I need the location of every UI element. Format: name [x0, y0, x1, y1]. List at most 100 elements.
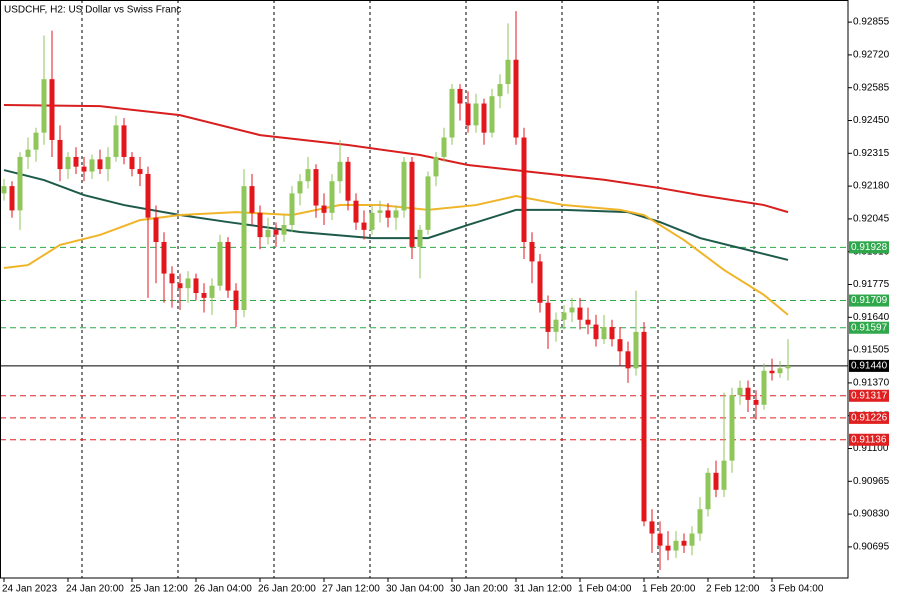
candle-body — [633, 331, 639, 369]
x-tick-label: 26 Jan 04:00 — [194, 584, 252, 595]
candle-body — [449, 88, 455, 138]
candle-body — [49, 79, 55, 140]
level-label-box — [849, 389, 889, 402]
candle-body — [241, 186, 247, 311]
level-label: 0.91226 — [851, 413, 888, 424]
candle-body — [737, 387, 743, 396]
y-tick-label: 0.90695 — [853, 542, 890, 553]
x-tick-label: 25 Jan 12:00 — [130, 584, 188, 595]
moving-average — [3, 103, 789, 214]
candle-body — [305, 169, 311, 182]
candle-body — [577, 307, 583, 320]
candle-body — [425, 176, 431, 230]
y-tick-label: 0.90965 — [853, 476, 890, 487]
candle-body — [137, 169, 143, 174]
candle-body — [761, 370, 767, 405]
y-tick-label: 0.92720 — [853, 50, 890, 61]
candle-body — [33, 132, 39, 150]
candle-body — [25, 149, 31, 157]
candle-body — [217, 241, 223, 286]
candle-body — [713, 472, 719, 490]
candle-body — [393, 210, 399, 218]
x-tick-label: 24 Jan 20:00 — [66, 584, 124, 595]
candle-body — [41, 79, 47, 133]
candle-body — [617, 339, 623, 352]
candle-body — [233, 290, 239, 311]
candle-body — [409, 161, 415, 247]
level-label: 0.91709 — [851, 295, 888, 306]
level-labels: 0.91928 0.91709 0.91597 0.91440 0.91317 0.912… — [849, 241, 889, 446]
level-label-box — [849, 359, 889, 372]
candle-body — [665, 545, 671, 551]
candle-body — [521, 137, 527, 242]
candle-body — [105, 156, 111, 170]
y-tick-label: 0.92450 — [853, 115, 890, 126]
plot-border — [0, 0, 849, 579]
levels — [0, 246, 848, 441]
candle-body — [297, 181, 303, 194]
candle-body — [121, 125, 127, 157]
candle-body — [289, 193, 295, 225]
candle-body — [745, 387, 751, 400]
candle-body — [17, 156, 23, 211]
candle-body — [585, 319, 591, 325]
candle-body — [529, 241, 535, 262]
candle-body — [89, 159, 95, 172]
x-tick-label: 24 Jan 2023 — [2, 584, 57, 595]
level-label: 0.91317 — [851, 390, 888, 401]
candle-body — [313, 169, 319, 206]
candle-body — [625, 351, 631, 369]
candle-body — [345, 161, 351, 201]
candle-body — [481, 103, 487, 133]
candle-body — [153, 217, 159, 242]
candle-body — [281, 224, 287, 235]
candle-body — [689, 533, 695, 546]
level-label-box — [849, 294, 889, 307]
candle-body — [537, 261, 543, 303]
candle-body — [601, 327, 607, 340]
level-label: 0.91928 — [851, 242, 888, 253]
level-label-box — [849, 321, 889, 334]
x-tick-label: 30 Jan 20:00 — [450, 584, 508, 595]
candle-body — [1, 186, 7, 194]
candle-body — [417, 229, 423, 247]
candle-body — [169, 273, 175, 284]
candle-body — [705, 472, 711, 510]
y-tick-label: 0.92585 — [853, 82, 890, 93]
x-tick-label: 2 Feb 12:00 — [706, 584, 760, 595]
y-tick-label: 0.91640 — [853, 312, 890, 323]
candle-body — [73, 156, 79, 167]
candle-body — [209, 285, 215, 298]
x-tick-label: 31 Jan 12:00 — [514, 584, 572, 595]
candle-body — [265, 229, 271, 238]
candle-body — [113, 125, 119, 157]
candle-body — [257, 212, 263, 238]
candle-body — [353, 200, 359, 223]
y-tick-label: 0.92045 — [853, 214, 890, 225]
candle-body — [649, 521, 655, 534]
candle-body — [129, 156, 135, 170]
candle-body — [609, 327, 615, 340]
candle-body — [657, 533, 663, 546]
candle-body — [401, 161, 407, 211]
candle-body — [673, 540, 679, 551]
y-tick-label: 0.91100 — [853, 443, 889, 454]
candle-body — [385, 210, 391, 218]
level-label: 0.91597 — [851, 322, 888, 333]
y-tick-label: 0.90830 — [853, 509, 890, 520]
candle-body — [457, 88, 463, 104]
candle-body — [369, 212, 375, 230]
candle-body — [777, 368, 783, 374]
candle-body — [177, 283, 183, 289]
y-tick-label: 0.91775 — [853, 279, 890, 290]
candle-body — [545, 302, 551, 332]
candle-body — [433, 156, 439, 177]
candle-body — [505, 59, 511, 85]
candle-body — [729, 395, 735, 461]
candle-body — [441, 137, 447, 157]
candle-body — [753, 399, 759, 405]
x-tick-label: 26 Jan 20:00 — [258, 584, 316, 595]
candle-body — [377, 210, 383, 213]
candle-body — [497, 84, 503, 97]
